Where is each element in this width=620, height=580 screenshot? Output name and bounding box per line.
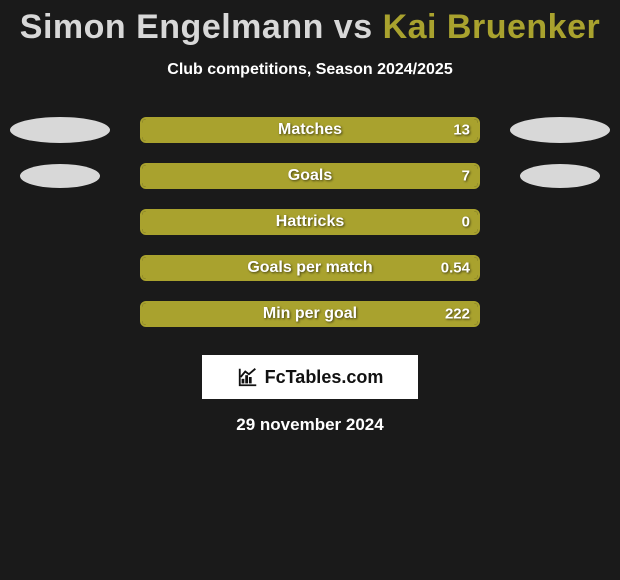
player1-ellipse [10,117,110,143]
stat-value: 13 [453,122,470,139]
stat-value: 0.54 [441,260,470,277]
logo-text: FcTables.com [265,367,384,388]
source-logo: FcTables.com [202,355,418,399]
page-title: Simon Engelmann vs Kai Bruenker [0,8,620,47]
stat-label: Min per goal [263,305,357,323]
stat-bar: Goals per match 0.54 [140,255,480,281]
stat-label: Goals per match [247,259,372,277]
stat-bar: Min per goal 222 [140,301,480,327]
player2-ellipse [510,117,610,143]
date-text: 29 november 2024 [0,415,620,435]
stat-row: Hattricks 0 [0,199,620,245]
stat-row: Matches 13 [0,107,620,153]
title-player1: Simon Engelmann [20,8,324,46]
stats-area: Matches 13 Goals 7 Hattricks 0 Goals per match… [0,107,620,337]
comparison-card: Simon Engelmann vs Kai Bruenker Club com… [0,0,620,435]
stat-value: 222 [445,306,470,323]
stat-label: Hattricks [276,213,344,231]
stat-value: 7 [462,168,470,185]
chart-icon [237,366,259,388]
stat-row: Goals per match 0.54 [0,245,620,291]
title-player2: Kai Bruenker [383,8,601,46]
player2-ellipse [520,164,600,188]
stat-label: Goals [288,167,332,185]
stat-bar: Goals 7 [140,163,480,189]
title-vs: vs [324,8,383,46]
stat-label: Matches [278,121,342,139]
stat-row: Goals 7 [0,153,620,199]
stat-bar: Matches 13 [140,117,480,143]
stat-bar: Hattricks 0 [140,209,480,235]
stat-value: 0 [462,214,470,231]
subtitle: Club competitions, Season 2024/2025 [0,61,620,79]
player1-ellipse [20,164,100,188]
stat-row: Min per goal 222 [0,291,620,337]
